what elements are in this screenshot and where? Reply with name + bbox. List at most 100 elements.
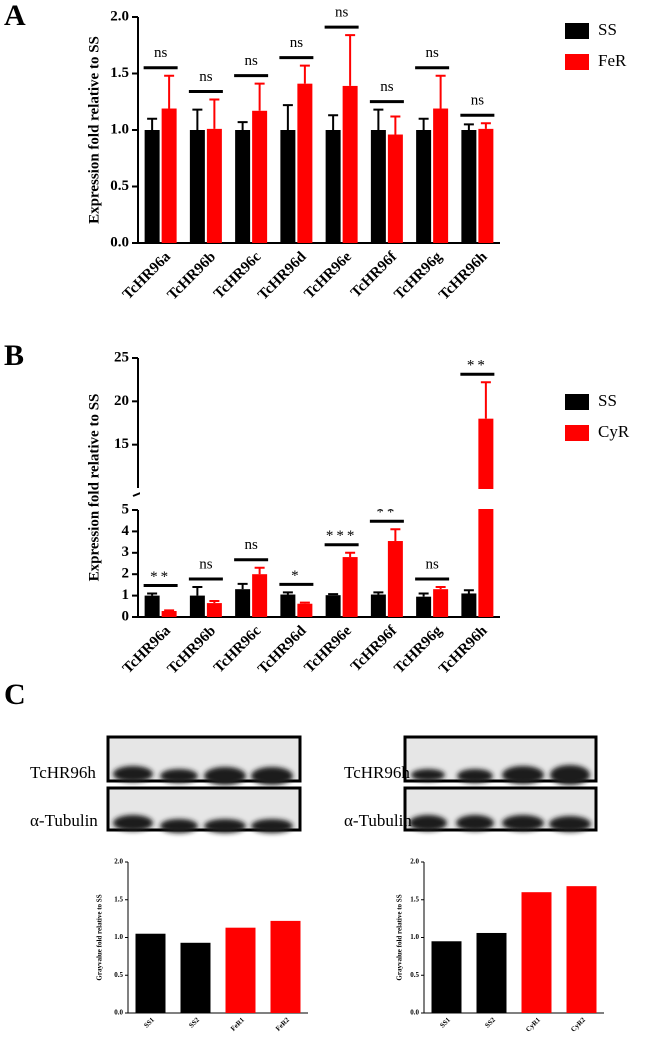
bar	[476, 932, 507, 1013]
bar	[280, 130, 296, 243]
panel-label: A	[4, 0, 26, 32]
error-bar	[463, 123, 474, 130]
error-bar	[435, 74, 446, 109]
bar	[280, 594, 296, 617]
bar	[325, 595, 341, 617]
x-tick-label: TcHR96d	[255, 248, 310, 303]
x-tick-label: TcHR96h	[436, 248, 491, 303]
y-tick-label: 25	[114, 349, 129, 365]
error-bar	[147, 117, 158, 130]
legend-label: SS	[598, 20, 617, 39]
y-tick-label: 0.5	[114, 971, 123, 979]
x-tick-label: TcHR96h	[436, 622, 491, 677]
bar	[206, 603, 222, 617]
x-tick-label: SS1	[142, 1016, 156, 1030]
bar	[180, 942, 211, 1013]
y-tick-label: 0.0	[110, 234, 129, 250]
error-bar	[373, 108, 384, 130]
bar	[235, 130, 251, 243]
bar	[387, 134, 403, 243]
bar	[189, 595, 205, 617]
error-bar	[237, 582, 248, 590]
y-tick-label: 1.5	[410, 895, 419, 903]
y-axis-label: Expression fold relative to SS	[86, 394, 102, 582]
error-bar	[418, 117, 429, 130]
significance-label: **	[150, 569, 171, 585]
bar	[431, 941, 462, 1013]
bar	[161, 611, 177, 617]
legend-label: CyR	[598, 422, 630, 441]
bar	[416, 130, 432, 243]
significance-label: ***	[326, 528, 358, 544]
bar	[252, 110, 268, 243]
bar	[297, 83, 313, 243]
significance-label: ns	[471, 93, 485, 109]
error-bar	[345, 551, 356, 558]
significance-label: ns	[244, 53, 258, 69]
legend-label: FeR	[598, 51, 627, 70]
error-bar	[373, 591, 384, 595]
error-bar	[254, 82, 265, 111]
significance-label: ns	[425, 45, 439, 61]
y-axis-label: Grayvalue fold relative to SS	[96, 894, 104, 980]
bar	[433, 589, 449, 617]
significance-label: **	[467, 358, 488, 374]
y-tick-label: 4	[122, 523, 130, 539]
error-bar	[237, 121, 248, 130]
significance-label: ns	[154, 45, 168, 61]
bar	[342, 85, 358, 244]
legend-swatch	[565, 425, 589, 441]
error-bar	[480, 122, 491, 129]
y-tick-label: 3	[122, 544, 130, 560]
error-bar	[299, 601, 310, 604]
blot-right	[403, 735, 598, 832]
y-tick-label: 1.0	[410, 933, 419, 941]
error-bar	[328, 114, 339, 130]
significance-label: *	[291, 568, 302, 584]
bar	[325, 130, 341, 243]
y-tick-label: 15	[114, 436, 129, 452]
significance-label: ns	[199, 556, 213, 572]
x-tick-label: SS2	[187, 1016, 201, 1030]
error-bar	[299, 64, 310, 84]
bar	[478, 128, 494, 243]
blot-label: TcHR96h	[30, 763, 96, 782]
bar	[144, 130, 160, 243]
bar	[252, 574, 268, 617]
y-tick-label: 1.5	[110, 65, 129, 81]
bar	[478, 418, 494, 617]
bar	[387, 541, 403, 617]
error-bar	[390, 115, 401, 135]
blot-left	[106, 735, 302, 833]
bar	[461, 130, 477, 243]
x-tick-label: CyR2	[569, 1016, 587, 1034]
error-bar	[463, 589, 474, 594]
error-bar	[435, 586, 446, 590]
x-tick-label: TcHR96b	[165, 623, 220, 678]
y-tick-label: 0.5	[110, 178, 129, 194]
legend-label: SS	[598, 391, 617, 410]
bar	[370, 130, 386, 243]
y-tick-label: 2.0	[410, 858, 419, 866]
error-bar	[147, 592, 158, 596]
x-tick-label: FeR2	[274, 1016, 291, 1033]
blot-label: α-Tubulin	[30, 811, 98, 830]
y-tick-label: 20	[114, 393, 129, 409]
error-bar	[480, 381, 491, 419]
y-tick-label: 0.0	[410, 1009, 419, 1017]
x-tick-label: SS1	[438, 1016, 452, 1030]
bar	[144, 595, 160, 617]
y-tick-label: 1	[122, 587, 130, 603]
error-bar	[164, 74, 175, 109]
error-bar	[254, 566, 265, 575]
blot-label: TcHR96h	[344, 763, 410, 782]
x-tick-label: FeR1	[229, 1016, 246, 1033]
y-axis-label: Grayvalue fold relative to SS	[396, 894, 404, 980]
bar	[416, 596, 432, 617]
bar	[270, 920, 301, 1013]
panel-label: C	[4, 678, 26, 711]
y-tick-label: 1.0	[110, 121, 129, 137]
bar	[521, 892, 552, 1013]
error-bar	[328, 593, 339, 596]
bar	[433, 108, 449, 243]
